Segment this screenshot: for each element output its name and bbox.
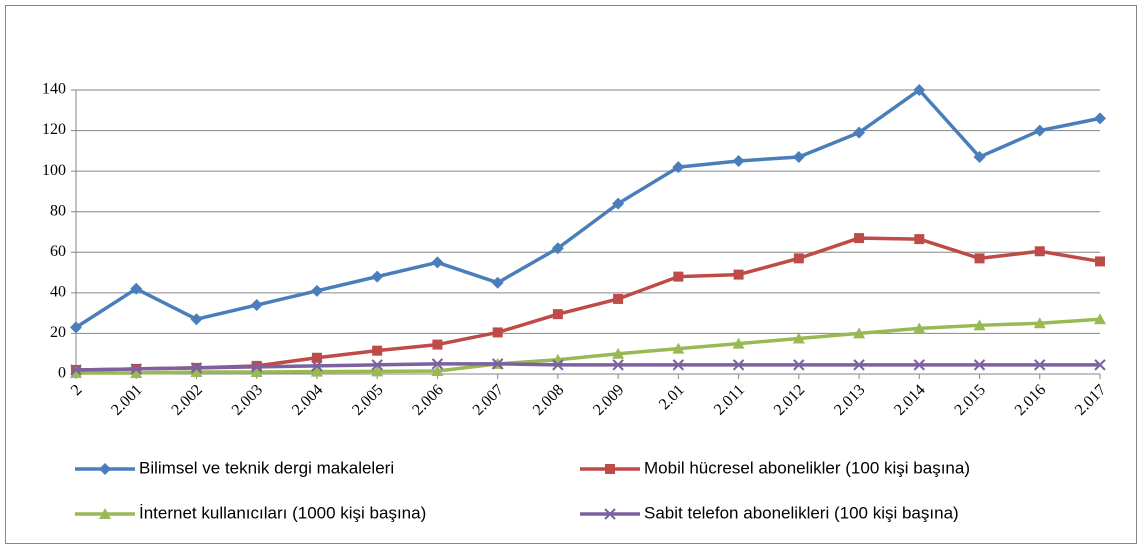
marker: [1034, 246, 1045, 257]
marker: [190, 313, 203, 326]
legend-entry: Sabit telefon abonelikleri (100 kişi baş…: [580, 503, 959, 522]
marker: [310, 365, 323, 377]
marker: [432, 339, 443, 350]
marker: [250, 365, 263, 377]
marker: [1094, 359, 1106, 371]
marker: [853, 126, 866, 139]
marker: [130, 366, 143, 378]
marker: [310, 284, 323, 297]
marker: [672, 342, 685, 354]
marker: [732, 359, 745, 371]
marker: [672, 359, 685, 371]
y-tick-label: 20: [50, 324, 66, 341]
marker: [190, 365, 203, 377]
marker: [311, 352, 322, 363]
marker: [372, 345, 383, 356]
series-line: [75, 362, 1100, 372]
marker: [974, 253, 985, 264]
marker: [854, 233, 865, 244]
chart-frame: [5, 5, 1137, 544]
marker: [1033, 124, 1046, 137]
marker: [371, 270, 384, 283]
y-tick-label: 120: [42, 121, 66, 138]
legend-entry: İnternet kullanıcıları (1000 kişi başına…: [75, 503, 426, 522]
marker: [853, 359, 865, 371]
legend-marker: [99, 508, 111, 519]
legend-label: İnternet kullanıcıları (1000 kişi başına…: [139, 503, 426, 522]
marker: [311, 360, 323, 372]
marker: [492, 327, 503, 338]
marker: [1033, 317, 1046, 329]
marker: [914, 234, 925, 245]
marker: [551, 242, 564, 255]
marker: [973, 319, 986, 331]
marker: [371, 365, 384, 377]
marker: [973, 359, 986, 371]
marker: [613, 293, 624, 304]
marker: [70, 366, 82, 378]
marker: [491, 358, 504, 370]
legend-label: Mobil hücresel abonelikler (100 kişi baş…: [644, 458, 970, 477]
marker: [431, 256, 444, 269]
marker: [491, 276, 504, 289]
marker: [732, 337, 745, 349]
marker: [552, 309, 563, 320]
marker: [792, 332, 805, 344]
marker: [673, 271, 684, 282]
marker: [130, 363, 142, 375]
marker: [793, 359, 805, 371]
legend-entry: Bilimsel ve teknik dergi makaleleri: [75, 458, 394, 477]
marker: [612, 197, 625, 210]
marker: [973, 150, 986, 163]
marker: [1095, 256, 1105, 267]
marker: [913, 322, 926, 334]
legend-marker: [604, 508, 616, 520]
series-line: [75, 88, 1101, 329]
legend-label: Bilimsel ve teknik dergi makaleleri: [139, 458, 394, 477]
marker: [1094, 313, 1106, 325]
marker: [371, 359, 383, 371]
legend-marker: [605, 464, 615, 474]
marker: [732, 155, 745, 167]
marker: [612, 347, 625, 359]
series-line: [76, 317, 1101, 375]
marker: [612, 359, 624, 371]
marker: [250, 299, 263, 312]
marker: [250, 361, 263, 373]
legend-entry: Mobil hücresel abonelikler (100 kişi baş…: [580, 458, 970, 477]
y-tick-label: 60: [50, 243, 66, 260]
y-tick-label: 0: [58, 365, 66, 382]
series: [70, 358, 1106, 376]
marker: [70, 321, 82, 334]
marker: [130, 282, 143, 295]
marker: [913, 359, 926, 371]
marker: [853, 327, 866, 339]
y-tick-label: 140: [42, 81, 66, 98]
marker: [190, 362, 203, 374]
marker: [733, 269, 744, 280]
marker: [672, 161, 685, 174]
marker: [431, 364, 444, 376]
marker: [913, 84, 926, 96]
marker: [431, 358, 444, 370]
marker: [552, 359, 564, 371]
y-tick-label: 100: [42, 162, 66, 179]
legend-label: Sabit telefon abonelikleri (100 kişi baş…: [644, 503, 959, 522]
marker: [70, 364, 82, 376]
series: [70, 84, 1106, 334]
marker: [1034, 359, 1046, 371]
marker: [1094, 112, 1106, 125]
marker: [793, 253, 804, 264]
legend-marker: [99, 463, 111, 475]
y-tick-label: 80: [50, 202, 66, 219]
y-tick-label: 40: [50, 284, 66, 301]
marker: [792, 150, 805, 163]
